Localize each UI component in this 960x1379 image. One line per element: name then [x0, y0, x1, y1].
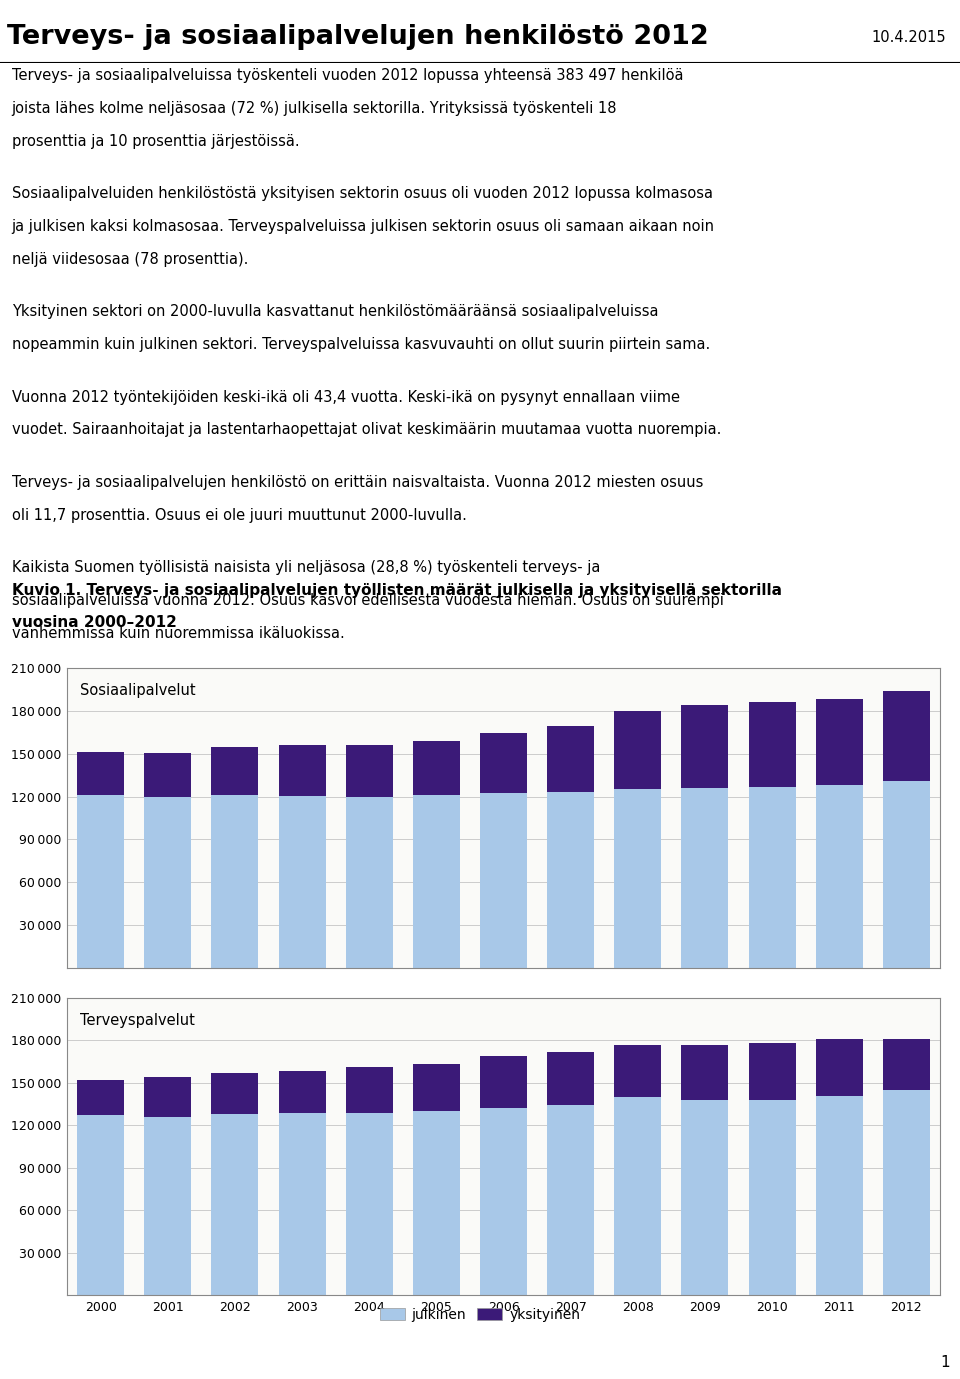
Bar [211, 796, 258, 968]
Text: Terveys- ja sosiaalipalveluissa työskenteli vuoden 2012 lopussa yhteensä 383 497: Terveys- ja sosiaalipalveluissa työskent… [12, 68, 683, 83]
Bar [749, 786, 796, 968]
Text: nopeammin kuin julkinen sektori. Terveyspalveluissa kasvuvauhti on ollut suurin : nopeammin kuin julkinen sektori. Terveys… [12, 336, 709, 352]
Bar [547, 1106, 594, 1295]
Text: Kuvio 1. Terveys- ja sosiaalipalvelujen työllisten määrät julkisella ja yksityis: Kuvio 1. Terveys- ja sosiaalipalvelujen … [12, 583, 781, 598]
Bar [547, 1052, 594, 1106]
Bar [816, 1095, 863, 1295]
Bar [547, 792, 594, 968]
Text: Vuonna 2012 työntekijöiden keski-ikä oli 43,4 vuotta. Keski-ikä on pysynyt ennal: Vuonna 2012 työntekijöiden keski-ikä oli… [12, 389, 680, 404]
Text: 1: 1 [941, 1356, 950, 1369]
Bar [211, 1114, 258, 1295]
Bar [682, 1100, 729, 1295]
Bar [480, 1056, 527, 1109]
Bar [346, 1067, 393, 1113]
Bar [77, 1116, 124, 1295]
Text: vanhemmissa kuin nuoremmissa ikäluokissa.: vanhemmissa kuin nuoremmissa ikäluokissa… [12, 626, 345, 641]
Text: oli 11,7 prosenttia. Osuus ei ole juuri muuttunut 2000-luvulla.: oli 11,7 prosenttia. Osuus ei ole juuri … [12, 507, 467, 523]
Text: prosenttia ja 10 prosenttia järjestöissä.: prosenttia ja 10 prosenttia järjestöissä… [12, 134, 300, 149]
Legend: julkinen, yksityinen: julkinen, yksityinen [374, 1302, 586, 1328]
Bar [413, 796, 460, 968]
Text: 10.4.2015: 10.4.2015 [871, 30, 946, 46]
Text: Yksityinen sektori on 2000-luvulla kasvattanut henkilöstömääräänsä sosiaalipalve: Yksityinen sektori on 2000-luvulla kasva… [12, 305, 658, 320]
Bar [816, 1038, 863, 1095]
Bar [682, 787, 729, 968]
Text: Kaikista Suomen työllisistä naisista yli neljäsosa (28,8 %) työskenteli terveys-: Kaikista Suomen työllisistä naisista yli… [12, 560, 600, 575]
Bar [211, 747, 258, 796]
Bar [77, 753, 124, 796]
Bar [480, 793, 527, 968]
Bar [77, 1080, 124, 1116]
Bar [278, 1113, 325, 1295]
Bar [883, 781, 930, 968]
Bar [749, 1044, 796, 1100]
Text: Terveys- ja sosiaalipalvelujen henkilöstö 2012: Terveys- ja sosiaalipalvelujen henkilöst… [8, 25, 709, 51]
Bar [614, 1098, 661, 1295]
Bar [614, 1045, 661, 1098]
Bar [883, 1089, 930, 1295]
Text: ja julkisen kaksi kolmasosaa. Terveyspalveluissa julkisen sektorin osuus oli sam: ja julkisen kaksi kolmasosaa. Terveyspal… [12, 219, 714, 234]
Bar [816, 785, 863, 968]
Bar [144, 1117, 191, 1295]
Bar [614, 710, 661, 789]
Text: sosiaalipalveluissa vuonna 2012. Osuus kasvoi edellisestä vuodesta hieman. Osuus: sosiaalipalveluissa vuonna 2012. Osuus k… [12, 593, 724, 608]
Text: vuosina 2000–2012: vuosina 2000–2012 [12, 615, 177, 630]
Bar [413, 1063, 460, 1111]
Bar [413, 1111, 460, 1295]
Bar [614, 789, 661, 968]
Text: Sosiaalipalveluiden henkilöstöstä yksityisen sektorin osuus oli vuoden 2012 lopu: Sosiaalipalveluiden henkilöstöstä yksity… [12, 186, 712, 201]
Bar [278, 796, 325, 968]
Text: Sosiaalipalvelut: Sosiaalipalvelut [80, 683, 196, 698]
Bar [749, 702, 796, 786]
Bar [211, 1073, 258, 1114]
Text: Terveys- ja sosiaalipalvelujen henkilöstö on erittäin naisvaltaista. Vuonna 2012: Terveys- ja sosiaalipalvelujen henkilöst… [12, 474, 703, 490]
Bar [749, 1100, 796, 1295]
Bar [278, 745, 325, 796]
Bar [816, 699, 863, 785]
Bar [346, 797, 393, 968]
Bar [682, 705, 729, 787]
Bar [682, 1045, 729, 1100]
Bar [547, 725, 594, 792]
Bar [144, 1077, 191, 1117]
Text: vuodet. Sairaanhoitajat ja lastentarhaopettajat olivat keskimäärin muutamaa vuot: vuodet. Sairaanhoitajat ja lastentarhaop… [12, 422, 721, 437]
Bar [480, 1109, 527, 1295]
Bar [480, 734, 527, 793]
Bar [77, 796, 124, 968]
Bar [144, 753, 191, 797]
Bar [144, 797, 191, 968]
Text: Terveyspalvelut: Terveyspalvelut [80, 1012, 195, 1027]
Bar [278, 1071, 325, 1113]
Text: joista lähes kolme neljäsosaa (72 %) julkisella sektorilla. Yrityksissä työskent: joista lähes kolme neljäsosaa (72 %) jul… [12, 101, 617, 116]
Bar [413, 741, 460, 796]
Text: neljä viidesosaa (78 prosenttia).: neljä viidesosaa (78 prosenttia). [12, 252, 248, 266]
Bar [346, 745, 393, 797]
Bar [346, 1113, 393, 1295]
Bar [883, 1038, 930, 1089]
Bar [883, 691, 930, 781]
